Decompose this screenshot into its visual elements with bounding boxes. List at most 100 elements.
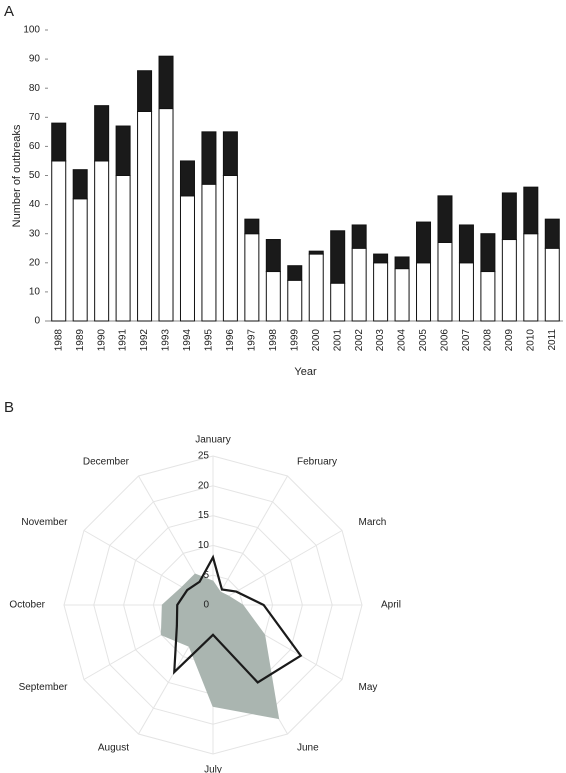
y-tick-label: 50 (29, 170, 41, 181)
bar-segment (72, 198, 88, 322)
bar-segment (437, 241, 453, 322)
y-tick-label: 0 (34, 316, 40, 327)
bar-segment (437, 195, 453, 243)
bar-segment (373, 262, 389, 322)
bar-segment (458, 224, 474, 264)
bar-segment (201, 131, 217, 185)
bar-segment (51, 122, 67, 162)
x-tick-label: 2006 (440, 329, 451, 352)
bar-segment (416, 262, 432, 322)
x-axis-label: Year (294, 366, 317, 378)
r-tick-label: 0 (203, 600, 209, 611)
r-tick-label: 25 (198, 451, 210, 462)
bar-segment (51, 160, 67, 322)
bar-segment (265, 239, 281, 273)
bar-segment (115, 125, 131, 176)
y-tick-label: 40 (29, 199, 41, 210)
category-label: January (195, 435, 231, 446)
panel-label: A (4, 3, 14, 20)
y-tick-label: 90 (29, 54, 41, 65)
x-tick-label: 1998 (268, 329, 279, 352)
bar-segment (179, 160, 195, 197)
bar-segment (179, 195, 195, 322)
y-tick-label: 80 (29, 83, 41, 94)
bar-segment (544, 218, 560, 249)
x-tick-label: 2004 (397, 329, 408, 352)
bar-segment (222, 131, 238, 177)
bar-segment (544, 247, 560, 322)
x-tick-label: 2005 (418, 329, 429, 352)
bar-segment (94, 160, 110, 322)
bar-segment (458, 262, 474, 322)
x-tick-label: 2003 (375, 329, 386, 352)
bar-segment (137, 110, 153, 322)
bar-segment (115, 175, 131, 322)
category-label: December (83, 457, 130, 468)
x-tick-label: 1993 (161, 329, 172, 352)
x-tick-label: 1996 (225, 329, 236, 352)
category-label: September (19, 682, 69, 693)
bar-segment (308, 250, 324, 255)
y-tick-label: 20 (29, 257, 41, 268)
r-tick-label: 15 (198, 510, 210, 521)
x-tick-label: 1990 (96, 329, 107, 352)
category-label: November (21, 517, 68, 528)
category-label: July (204, 765, 222, 773)
bar-segment (394, 268, 410, 322)
bar-segment (373, 253, 389, 264)
x-tick-label: 1994 (182, 329, 193, 352)
bar-segment (501, 192, 517, 241)
x-tick-label: 2011 (547, 329, 558, 351)
x-tick-label: 1988 (53, 329, 64, 352)
y-tick-label: 60 (29, 141, 41, 152)
x-tick-label: 1991 (118, 329, 129, 352)
bar-segment (244, 218, 260, 235)
bar-segment (351, 224, 367, 249)
bar-segment (72, 169, 88, 200)
spoke (212, 530, 343, 606)
r-tick-label: 20 (198, 480, 210, 491)
x-tick-label: 2002 (354, 329, 365, 352)
r-tick-label: 10 (198, 540, 210, 551)
radar-area (160, 573, 280, 720)
x-tick-label: 1999 (289, 329, 300, 352)
r-tick-label: 5 (203, 570, 209, 581)
radar-line (173, 554, 303, 684)
bar-segment (158, 108, 174, 322)
category-label: June (297, 743, 319, 754)
category-label: August (98, 743, 129, 754)
bar-segment (158, 55, 174, 110)
x-tick-label: 1989 (75, 329, 86, 352)
x-tick-label: 2000 (311, 329, 322, 352)
y-tick-label: 70 (29, 112, 41, 123)
spoke (212, 475, 288, 606)
category-label: April (381, 600, 401, 611)
x-tick-label: 1995 (204, 329, 215, 352)
bar-segment (480, 271, 496, 322)
x-tick-label: 2010 (525, 329, 536, 352)
y-axis-label: Number of outbreaks (11, 124, 23, 227)
x-tick-label: 2009 (504, 329, 515, 352)
category-label: March (358, 517, 386, 528)
x-tick-label: 2007 (461, 329, 472, 352)
category-label: May (358, 682, 377, 693)
bar-segment (416, 221, 432, 264)
bar-segment (265, 271, 281, 322)
x-tick-label: 2008 (483, 329, 494, 352)
y-tick-label: 100 (23, 25, 40, 36)
bar-segment (94, 105, 110, 162)
bar-segment (222, 175, 238, 322)
bar-segment (201, 183, 217, 322)
x-tick-label: 2001 (332, 329, 343, 352)
bar-segment (523, 233, 539, 322)
y-tick-label: 10 (29, 287, 41, 298)
bar-segment (287, 279, 303, 322)
bar-segment (137, 70, 153, 112)
bar-segment (308, 253, 324, 322)
bar-segment (351, 247, 367, 322)
bar-segment (501, 239, 517, 322)
bar-segment (244, 233, 260, 322)
category-label: October (9, 600, 45, 611)
